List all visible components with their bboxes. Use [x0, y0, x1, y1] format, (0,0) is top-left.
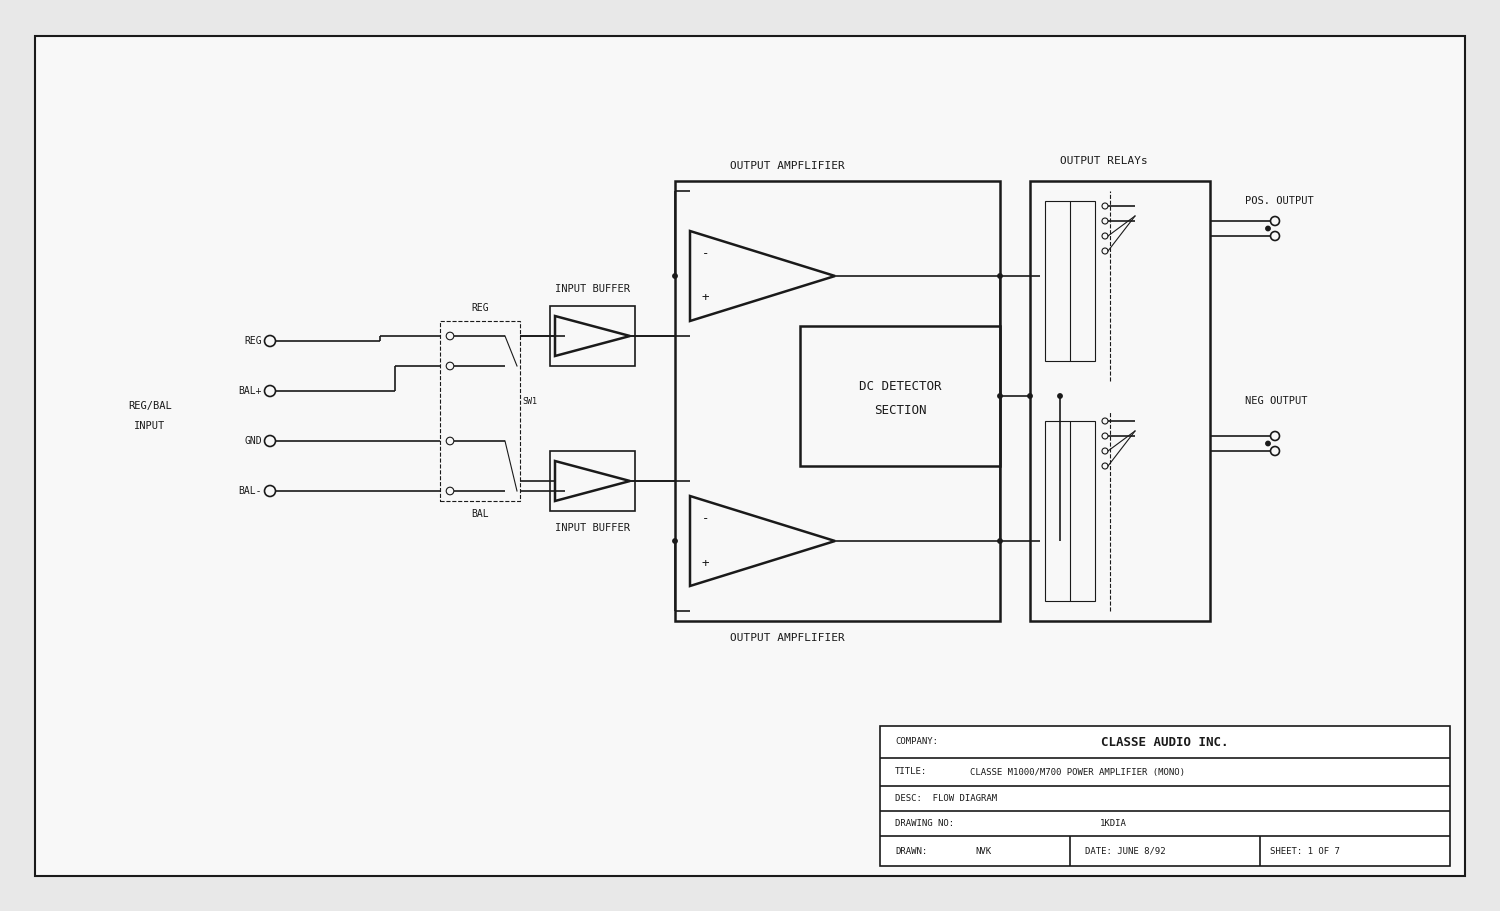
Text: BAL+: BAL+ [238, 386, 262, 396]
Circle shape [1266, 441, 1270, 445]
Text: 1KDIA: 1KDIA [1100, 819, 1126, 828]
Circle shape [998, 538, 1002, 543]
Text: INPUT: INPUT [135, 421, 165, 431]
Text: -: - [702, 248, 709, 261]
Text: DESC:  FLOW DIAGRAM: DESC: FLOW DIAGRAM [896, 794, 998, 803]
Bar [1046, 201, 1095, 361]
Text: REG/BAL: REG/BAL [128, 401, 172, 411]
Text: NEG OUTPUT: NEG OUTPUT [1245, 396, 1308, 406]
Text: INPUT BUFFER: INPUT BUFFER [555, 523, 630, 533]
Text: TITLE:: TITLE: [896, 767, 927, 776]
Text: OUTPUT AMPFLIFIER: OUTPUT AMPFLIFIER [730, 633, 844, 643]
Bar [675, 181, 1000, 621]
Circle shape [674, 538, 676, 543]
Bar [440, 321, 520, 501]
Circle shape [1028, 394, 1032, 398]
Text: SECTION: SECTION [873, 404, 925, 417]
Text: OUTPUT RELAYs: OUTPUT RELAYs [1060, 156, 1148, 166]
Circle shape [674, 274, 676, 278]
Text: +: + [702, 292, 709, 304]
Bar [550, 306, 634, 366]
Text: NVK: NVK [975, 846, 992, 855]
Text: DRAWN:: DRAWN: [896, 846, 927, 855]
Text: POS. OUTPUT: POS. OUTPUT [1245, 196, 1314, 206]
Text: COMPANY:: COMPANY: [896, 738, 938, 746]
Text: SW1: SW1 [522, 396, 537, 405]
Text: SHEET: 1 OF 7: SHEET: 1 OF 7 [1270, 846, 1340, 855]
Bar [800, 326, 1000, 466]
Text: OUTPUT AMPFLIFIER: OUTPUT AMPFLIFIER [730, 161, 844, 171]
Text: DATE: JUNE 8/92: DATE: JUNE 8/92 [1084, 846, 1166, 855]
Circle shape [1058, 394, 1062, 398]
Text: GND: GND [244, 436, 262, 446]
Bar [1046, 421, 1095, 601]
Text: DC DETECTOR: DC DETECTOR [858, 380, 942, 393]
Text: CLASSE AUDIO INC.: CLASSE AUDIO INC. [1101, 735, 1228, 749]
Text: INPUT BUFFER: INPUT BUFFER [555, 284, 630, 294]
Circle shape [998, 274, 1002, 278]
Text: REG: REG [244, 336, 262, 346]
Text: REG: REG [471, 303, 489, 313]
Text: BAL: BAL [471, 509, 489, 519]
Text: BAL-: BAL- [238, 486, 262, 496]
Bar [1030, 181, 1210, 621]
Text: -: - [702, 513, 709, 526]
Circle shape [1266, 226, 1270, 230]
Text: CLASSE M1000/M700 POWER AMPLIFIER (MONO): CLASSE M1000/M700 POWER AMPLIFIER (MONO) [970, 767, 1185, 776]
Bar [880, 726, 1450, 866]
Bar [550, 451, 634, 511]
Text: DRAWING NO:: DRAWING NO: [896, 819, 954, 828]
Text: +: + [702, 557, 709, 569]
Circle shape [998, 394, 1002, 398]
